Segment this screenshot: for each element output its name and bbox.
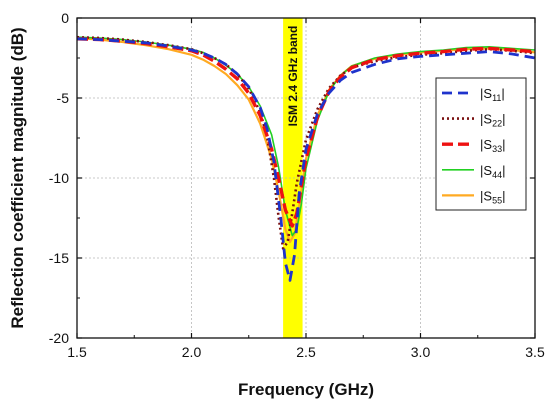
- legend-label-s22: |S22|: [480, 112, 505, 129]
- y-tick-label: 0: [61, 10, 69, 26]
- legend-label-s11: |S11|: [480, 86, 505, 103]
- y-tick-label: -15: [49, 250, 69, 266]
- legend-label-s44: |S44|: [480, 163, 505, 180]
- series-line-s11: [77, 37, 535, 282]
- y-axis-title: Reflection coefficient magnitude (dB): [8, 27, 27, 328]
- legend: |S11| |S22| |S33| |S44| |S55|: [435, 77, 527, 211]
- ism-band-label: ISM 2.4 GHz band: [286, 26, 300, 127]
- x-tick-label: 2.0: [182, 344, 202, 360]
- legend-label-s55: |S55|: [480, 188, 505, 205]
- y-tick-label: -10: [49, 170, 69, 186]
- y-tick-label: -5: [57, 90, 70, 106]
- x-tick-label: 2.5: [296, 344, 316, 360]
- legend-label-s33: |S33|: [480, 137, 505, 154]
- x-tick-label: 1.5: [67, 344, 87, 360]
- x-axis-title: Frequency (GHz): [238, 380, 374, 399]
- x-tick-label: 3.0: [411, 344, 431, 360]
- x-tick-label: 3.5: [525, 344, 545, 360]
- y-tick-label: -20: [49, 330, 69, 346]
